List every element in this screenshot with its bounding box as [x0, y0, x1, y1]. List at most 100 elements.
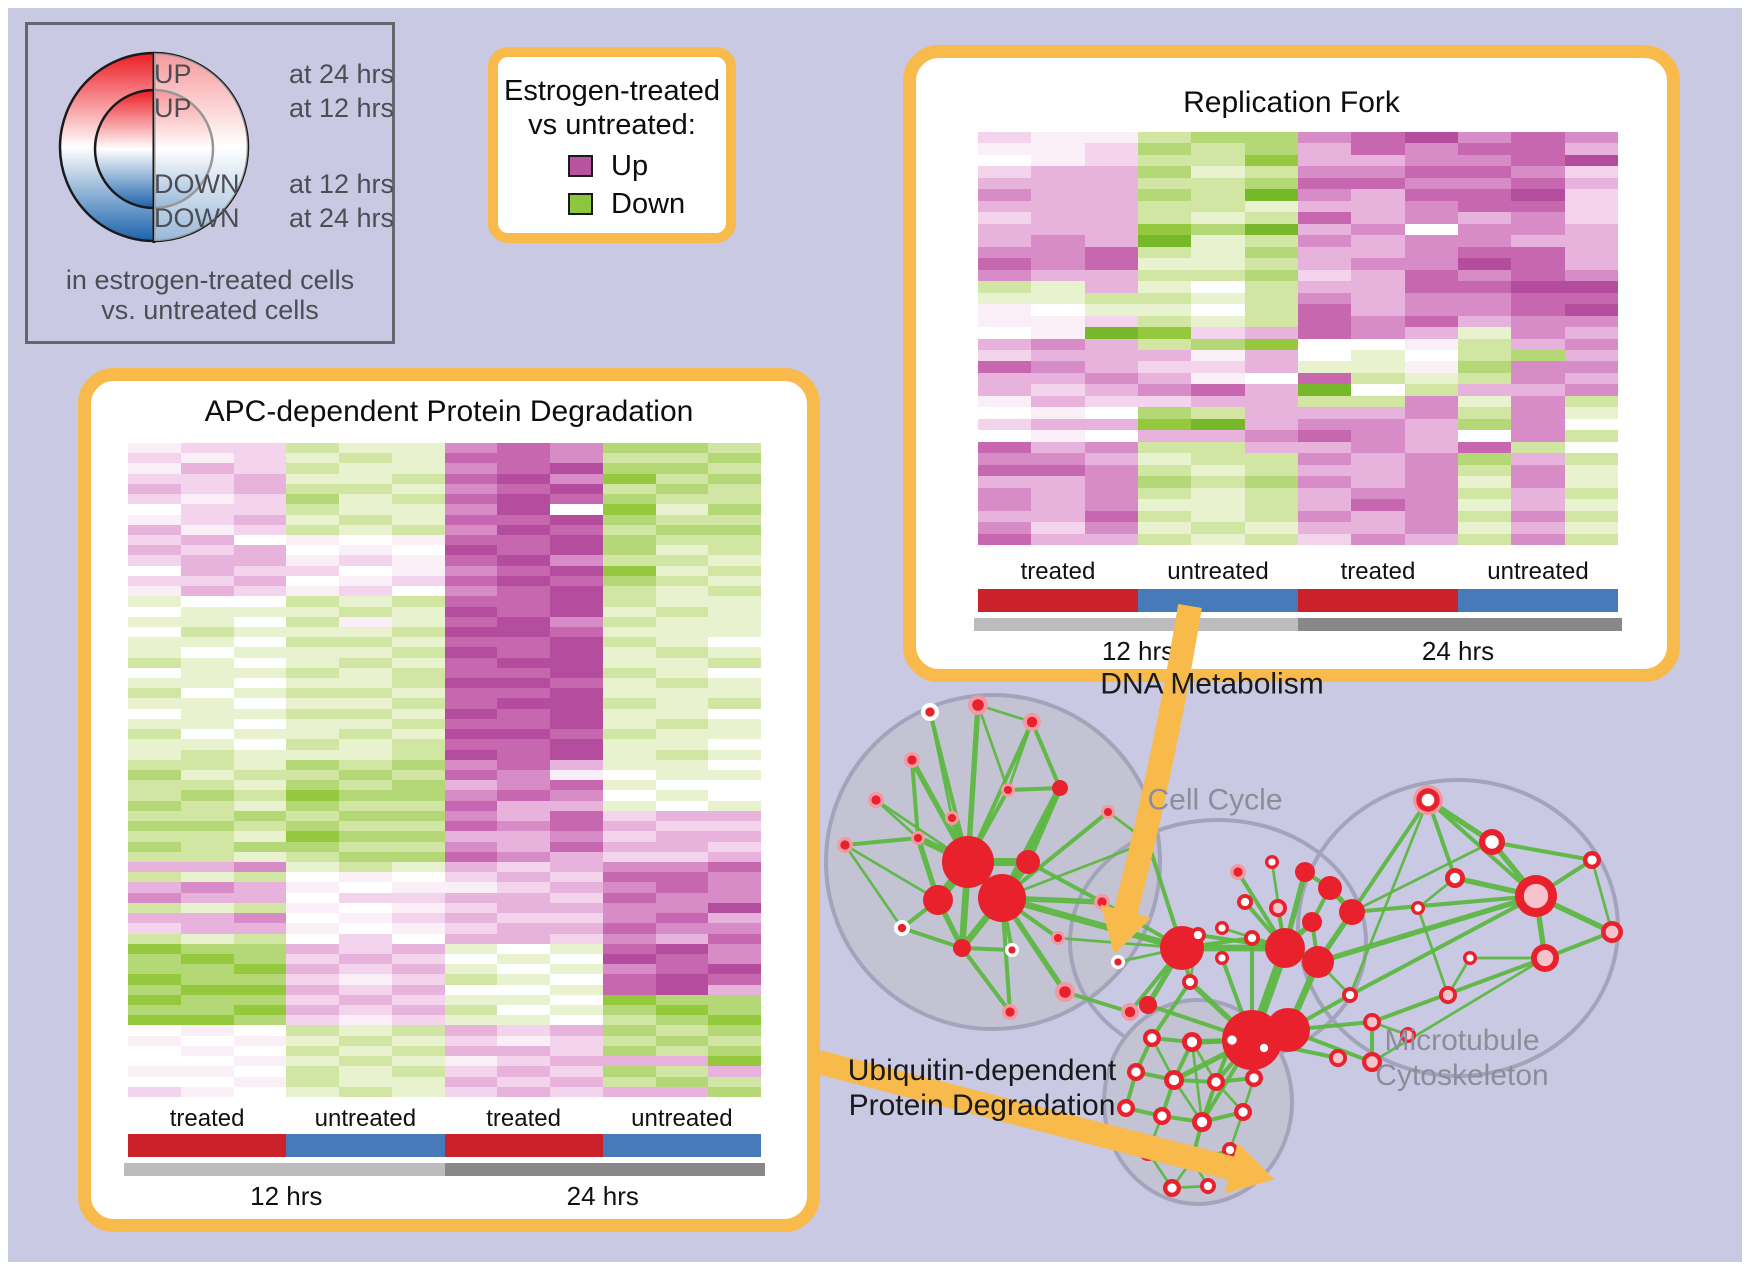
heatmap-cell [497, 943, 550, 954]
heatmap-cell [497, 933, 550, 944]
heatmap-cell [1084, 441, 1138, 454]
heatmap-cell [602, 657, 656, 668]
heatmap-cell [286, 923, 339, 934]
heatmap-cell [978, 418, 1032, 431]
heatmap-cell [708, 882, 761, 893]
heatmap-cell [444, 565, 498, 576]
heatmap-cell [444, 1086, 498, 1097]
heatmap-cell [391, 575, 445, 587]
heatmap-cell [497, 504, 550, 515]
heatmap-cell [497, 892, 550, 903]
heatmap-cell [655, 657, 709, 668]
heatmap-cell [339, 443, 392, 454]
heatmap-cell [180, 1045, 234, 1057]
heatmap-cell [1404, 533, 1458, 545]
heatmap-cell [497, 821, 550, 832]
heatmap-cell [233, 575, 287, 587]
heatmap-cell [339, 596, 392, 607]
heatmap-cell [1084, 361, 1138, 373]
heatmap-cell [602, 586, 656, 597]
heatmap-cell [1297, 281, 1352, 293]
apc-condition-bar [128, 1134, 761, 1157]
heatmap-cell [1351, 349, 1405, 362]
heatmap-cell [655, 759, 709, 770]
heatmap-cell [550, 637, 603, 648]
heatmap-cell [497, 902, 550, 914]
heatmap-cell [233, 473, 287, 484]
heatmap-cell [233, 657, 287, 668]
heatmap-cell [391, 698, 445, 709]
heatmap-cell [655, 861, 709, 873]
heatmap-cell [1297, 349, 1352, 362]
heatmap-cell [444, 647, 498, 658]
heatmap-cell [1457, 269, 1512, 282]
heatmap-cell [391, 667, 445, 679]
time-label-12hrs: 12 hrs [1101, 636, 1175, 666]
heatmap-cell [180, 810, 234, 822]
heatmap-cell [708, 555, 761, 566]
heatmap-cell [1351, 212, 1405, 224]
heatmap-cell [286, 647, 339, 658]
legend-line-up-12: UP at 12 hrs [154, 93, 394, 123]
heatmap-cell [1564, 223, 1618, 236]
heatmap-cell [233, 616, 287, 627]
heatmap-cell [1511, 177, 1565, 190]
heatmap-cell [128, 463, 181, 474]
heatmap-cell [1137, 189, 1192, 201]
heatmap-cell [497, 851, 550, 862]
heatmap-cell [391, 473, 445, 484]
heatmap-cell [1457, 246, 1512, 259]
heatmap-cell [1511, 522, 1565, 534]
heatmap-cell [1031, 189, 1085, 201]
heatmap-cell [444, 759, 498, 770]
heatmap-cell [1511, 499, 1565, 511]
heatmap-cell [444, 586, 498, 597]
heatmap-cell [444, 729, 498, 740]
heatmap-cell [1031, 349, 1085, 362]
heatmap-cell [339, 759, 392, 770]
heatmap-cell [655, 841, 709, 852]
heatmap-cell [550, 739, 603, 750]
heatmap-cell [180, 1035, 234, 1046]
heatmap-cell [1084, 212, 1138, 224]
heatmap-cell [233, 514, 287, 525]
heatmap-cell [1297, 223, 1352, 236]
heatmap-cell [708, 514, 761, 525]
heatmap-cell [1191, 499, 1245, 511]
heatmap-cell [1244, 154, 1298, 167]
heatmap-cell [1137, 223, 1192, 236]
heatmap-cell [286, 494, 339, 505]
heatmap-cell [286, 616, 339, 627]
heatmap-cell [444, 810, 498, 822]
heatmap-cell [1137, 292, 1192, 305]
heatmap-cell [1191, 292, 1245, 305]
heatmap-cell [339, 637, 392, 648]
heatmap-cell [1084, 487, 1138, 500]
heatmap-cell [180, 780, 234, 791]
heatmap-cell [1457, 200, 1512, 213]
heatmap-cell [602, 800, 656, 811]
heatmap-cell [1244, 143, 1298, 155]
legend-direction: UP [154, 93, 192, 123]
heatmap-cell [1297, 510, 1352, 523]
heatmap-cell [602, 902, 656, 914]
heatmap-cell [1564, 304, 1618, 316]
heatmap-cell [339, 964, 392, 975]
heatmap-cell [233, 943, 287, 954]
heatmap-cell [497, 882, 550, 893]
heatmap-cell [655, 1056, 709, 1067]
heatmap-cell [391, 524, 445, 535]
heatmap-cell [602, 882, 656, 893]
heatmap-cell [1244, 487, 1298, 500]
heatmap-cell [1564, 235, 1618, 247]
heatmap-cell [602, 1005, 656, 1016]
heatmap-cell [550, 555, 603, 566]
heatmap-cell [1351, 327, 1405, 339]
heatmap-cell [1404, 430, 1458, 442]
heatmap-cell [180, 851, 234, 862]
heatmap-cell [1511, 338, 1565, 350]
heatmap-cell [391, 688, 445, 699]
heatmap-cell [128, 483, 181, 495]
heatmap-cell [550, 872, 603, 883]
heatmap-cell [444, 637, 498, 648]
